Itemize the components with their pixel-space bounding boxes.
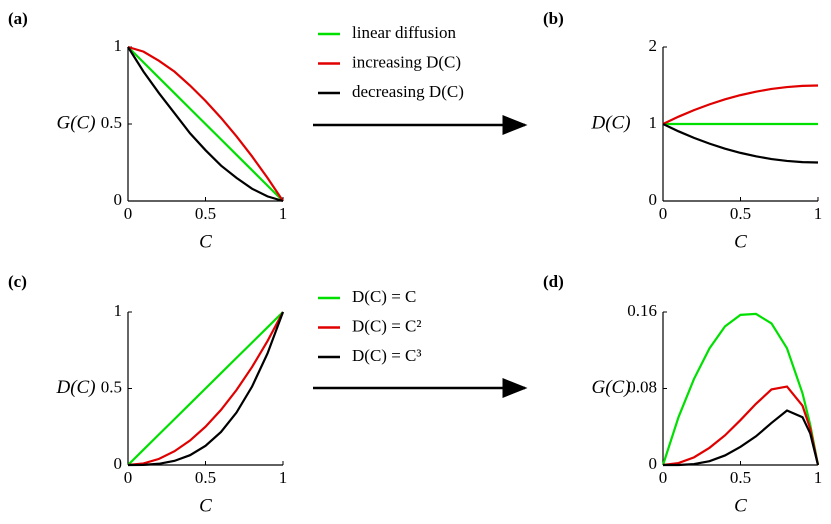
y-tick-label: 1 [114, 36, 123, 55]
x-tick-label: 0 [659, 204, 668, 223]
line [127, 46, 284, 203]
y-tick-label: 0 [649, 190, 658, 209]
x-tick-label: 0.5 [730, 204, 751, 223]
line [662, 385, 820, 467]
line [661, 312, 820, 466]
x-axis-label: C [734, 495, 747, 516]
panel-label: (a) [8, 9, 28, 28]
x-tick-label: 0 [124, 468, 133, 487]
line [127, 45, 284, 202]
x-tick-label: 1 [279, 204, 288, 223]
panel-label: (b) [543, 9, 564, 28]
y-axis-label: D(C) [590, 112, 630, 133]
line [127, 311, 284, 466]
y-tick-label: 0.08 [627, 377, 657, 396]
legend-label: D(C) = C [352, 287, 416, 306]
x-tick-label: 1 [814, 204, 823, 223]
line [662, 84, 819, 125]
line [127, 46, 284, 202]
x-tick-label: 0.5 [195, 468, 216, 487]
legend-label: decreasing D(C) [352, 82, 464, 101]
y-tick-label: 1 [649, 113, 658, 132]
y-tick-label: 0 [114, 190, 123, 209]
y-tick-label: 0 [649, 454, 658, 473]
panel-label: (d) [543, 272, 564, 291]
y-tick-label: 0.5 [101, 113, 122, 132]
x-tick-label: 0.5 [730, 468, 751, 487]
line [663, 409, 820, 467]
y-axis-label: D(C) [55, 377, 95, 398]
legend-label: D(C) = C² [352, 316, 421, 335]
y-tick-label: 0 [114, 454, 123, 473]
x-axis-label: C [734, 231, 747, 252]
line [662, 123, 819, 164]
y-tick-label: 0.5 [101, 377, 122, 396]
line [127, 311, 284, 467]
legend-label: increasing D(C) [352, 52, 461, 71]
x-axis-label: C [199, 231, 212, 252]
y-axis-label: G(C) [591, 377, 630, 398]
y-tick-label: 0.16 [627, 301, 657, 320]
legend-label: linear diffusion [352, 23, 457, 42]
x-tick-label: 0 [124, 204, 133, 223]
x-tick-label: 1 [279, 468, 288, 487]
x-axis-label: C [199, 495, 212, 516]
x-tick-label: 1 [814, 468, 823, 487]
legend-label: D(C) = C³ [352, 346, 421, 365]
line [127, 311, 285, 467]
y-tick-label: 2 [649, 36, 658, 55]
y-tick-label: 1 [114, 301, 123, 320]
x-tick-label: 0 [659, 468, 668, 487]
x-tick-label: 0.5 [195, 204, 216, 223]
panel-label: (c) [8, 272, 27, 291]
y-axis-label: G(C) [56, 112, 95, 133]
